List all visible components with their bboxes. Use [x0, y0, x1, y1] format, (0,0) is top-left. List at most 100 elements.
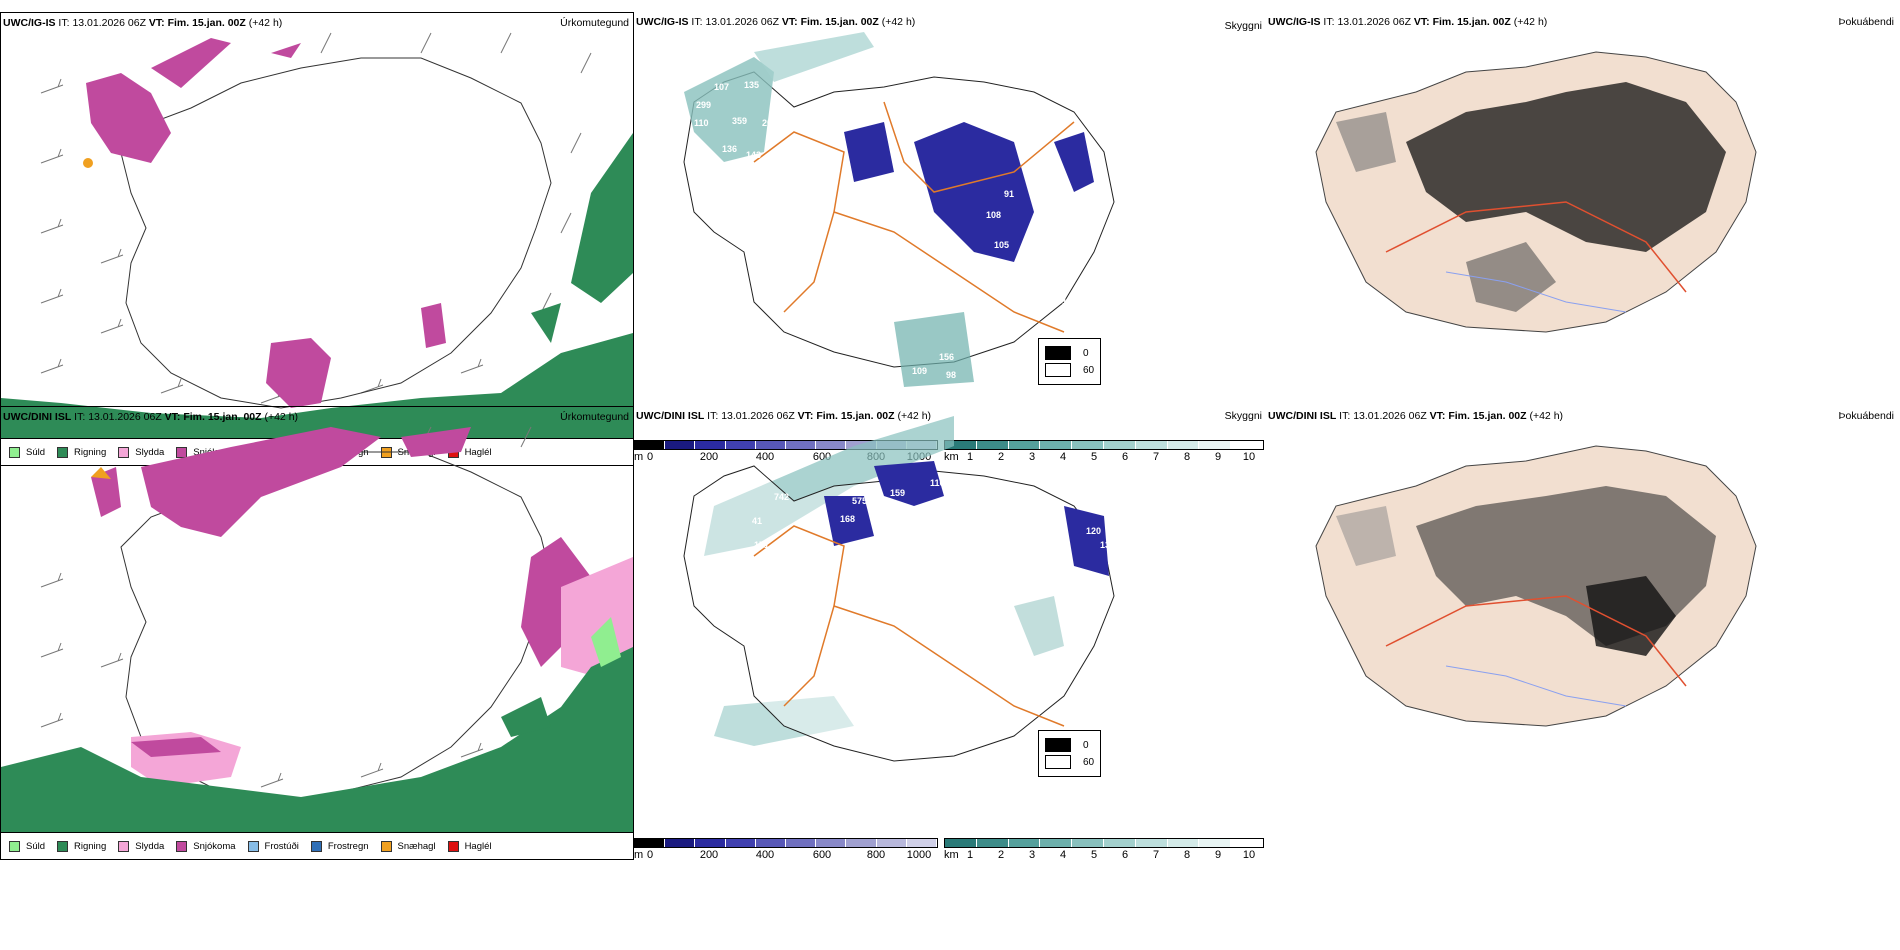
- ceiling-label: 143: [746, 150, 761, 160]
- panel-title: UWC/DINI ISL IT: 13.01.2026 06Z VT: Fim.…: [636, 410, 932, 422]
- colorbar-swatches: [944, 838, 1264, 848]
- low-ceiling-area: [824, 496, 874, 546]
- ceiling-label: 202: [762, 118, 777, 128]
- rain-area: [571, 133, 633, 303]
- colorbar-tick: 8: [1183, 849, 1191, 861]
- ceiling-label: 359: [732, 116, 747, 126]
- fog-area: [1336, 112, 1396, 172]
- colorbar-tick: 3: [1028, 849, 1036, 861]
- colorbar-unit: km: [944, 849, 959, 861]
- fog-legend-top: 0 60: [1038, 338, 1102, 385]
- colorbar-tick: 10: [1242, 849, 1256, 861]
- legend-item[interactable]: Frostregn: [310, 840, 369, 852]
- ceiling-colorbar: m 0 200 400 600 800 1000: [634, 838, 938, 864]
- iceland-outline: [683, 465, 1115, 762]
- legend-item[interactable]: Frostúði: [247, 840, 299, 852]
- ceiling-label: 110: [930, 478, 945, 488]
- legend-item[interactable]: Haglél: [447, 840, 492, 852]
- ceiling-label: 120: [1086, 526, 1101, 536]
- colorbar-tick: 6: [1121, 849, 1129, 861]
- ice-pellet-area: [83, 158, 93, 168]
- snow-area: [266, 338, 331, 408]
- ceiling-label: 108: [986, 210, 1001, 220]
- legend-swatch: [447, 840, 459, 852]
- colorbar-tick: 3: [1028, 451, 1036, 463]
- ceiling-label: 133: [932, 558, 947, 568]
- ceiling-label: 564: [1082, 578, 1097, 588]
- legend-item[interactable]: Slydda: [118, 446, 164, 458]
- legend-item[interactable]: Snjókoma: [176, 840, 236, 852]
- rain-area: [531, 303, 561, 343]
- snow-area: [521, 537, 591, 667]
- fog-index-panel-top: UWC/IG-IS IT: 13.01.2026 06Z VT: Fim. 15…: [1266, 12, 1898, 476]
- precip-legend: Súld Rigning Slydda Snjókoma Frostúði Fr…: [1, 832, 633, 859]
- legend-swatch: [1045, 363, 1071, 377]
- panel-label: Úrkomutegund: [560, 17, 629, 29]
- fog-legend-item: 60: [1045, 755, 1094, 769]
- river-network: [1445, 665, 1627, 707]
- colorbar-tick: 7: [1152, 849, 1160, 861]
- legend-swatch: [176, 446, 188, 458]
- fog-area: [1336, 506, 1396, 566]
- ceiling-label: 575: [852, 496, 867, 506]
- visibility-area: [684, 57, 774, 162]
- ceiling-label: 171: [754, 540, 769, 550]
- colorbar-unit: m: [634, 849, 644, 861]
- panel-title: UWC/IG-IS IT: 13.01.2026 06Z VT: Fim. 15…: [1268, 16, 1548, 28]
- legend-item[interactable]: Súld: [9, 446, 45, 458]
- ceiling-label: 107: [714, 82, 729, 92]
- ceiling-label: 742: [774, 492, 789, 502]
- colorbar-tick: 1: [966, 451, 974, 463]
- snow-area: [271, 43, 301, 58]
- fog-legend-item: 60: [1045, 363, 1094, 377]
- colorbar-tick: 0: [646, 451, 654, 463]
- panel-title: UWC/DINI ISL IT: 13.01.2026 06Z VT: Fim.…: [3, 411, 299, 423]
- snow-area: [141, 427, 381, 537]
- road-network: [1385, 595, 1687, 687]
- ceiling-visibility-panel-bottom: UWC/DINI ISL IT: 13.01.2026 06Z VT: Fim.…: [634, 406, 1266, 870]
- fog-area: [1586, 576, 1676, 656]
- snow-area: [86, 73, 171, 163]
- colorbar-tick: 200: [699, 451, 719, 463]
- precip-map-top: [1, 32, 633, 439]
- road-network: [833, 211, 1065, 333]
- legend-item[interactable]: Rigning: [57, 840, 106, 852]
- colorbar-tick: 400: [755, 451, 775, 463]
- precip-type-panel-bottom: UWC/DINI ISL IT: 13.01.2026 06Z VT: Fim.…: [0, 406, 634, 860]
- wind-barbs: [40, 32, 592, 404]
- legend-item[interactable]: Súld: [9, 840, 45, 852]
- snow-area: [91, 467, 121, 517]
- legend-swatch: [118, 446, 130, 458]
- colorbar-tick: 1000: [906, 849, 932, 861]
- snow-area: [421, 303, 446, 348]
- visibility-area: [754, 32, 874, 82]
- colorbar-tick: 800: [866, 849, 886, 861]
- fog-legend-item: 0: [1045, 346, 1094, 360]
- ceiling-label: 205: [956, 630, 971, 640]
- fog-area: [1466, 242, 1556, 312]
- fog-map-bottom: [1315, 445, 1757, 727]
- ceiling-label: 188: [1062, 296, 1077, 306]
- legend-item[interactable]: Snæhagl: [380, 840, 436, 852]
- low-ceiling-area: [1054, 132, 1094, 192]
- ceiling-label: 224: [1052, 548, 1067, 558]
- panel-label: Úrkomutegund: [560, 411, 629, 423]
- fog-map-top: [1315, 51, 1757, 333]
- colorbar-tick: 200: [699, 849, 719, 861]
- precip-type-panel-top: UWC/IG-IS IT: 13.01.2026 06Z VT: Fim. 15…: [0, 12, 634, 466]
- snow-area: [131, 737, 221, 757]
- snow-area: [151, 38, 231, 88]
- colorbar-tick: 4: [1059, 849, 1067, 861]
- ceiling-label: 299: [696, 100, 711, 110]
- panel-label: Þokuábendi: [1838, 410, 1894, 422]
- ceiling-label: 135: [744, 80, 759, 90]
- panel-label: Skyggni: [1224, 20, 1262, 32]
- legend-item[interactable]: Rigning: [57, 446, 106, 458]
- colorbar-tick: 8: [1183, 451, 1191, 463]
- low-ceiling-area: [844, 122, 894, 182]
- low-ceiling-area: [1064, 506, 1109, 576]
- drizzle-area: [591, 617, 621, 667]
- legend-swatch: [9, 446, 20, 458]
- visibility-area: [714, 696, 854, 746]
- legend-item[interactable]: Slydda: [118, 840, 164, 852]
